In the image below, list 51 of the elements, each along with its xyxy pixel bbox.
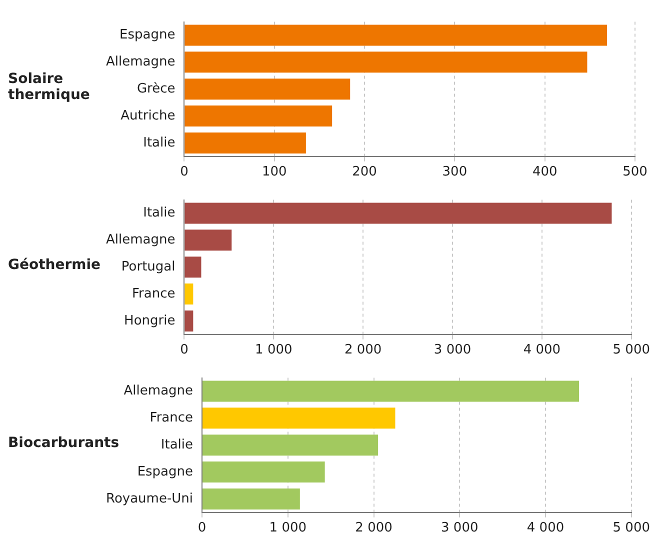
x-tick-label: 0 — [180, 164, 188, 180]
bar — [202, 408, 396, 429]
bar — [184, 256, 202, 278]
x-tick-label: 500 — [622, 164, 648, 180]
x-tick-label: 3 000 — [441, 520, 478, 536]
bar — [202, 462, 325, 483]
x-tick-label: 4 000 — [526, 520, 564, 536]
bar — [184, 52, 588, 73]
y-tick-label: Hongrie — [124, 313, 176, 328]
x-tick-label: 3 000 — [434, 342, 472, 358]
x-tick-label: 100 — [262, 164, 287, 180]
x-tick-label: 5 000 — [612, 342, 650, 358]
x-tick-label: 200 — [352, 164, 377, 180]
x-tick-label: 4 000 — [523, 342, 561, 358]
bar — [184, 284, 194, 305]
y-tick-label: Italie — [143, 206, 176, 221]
bar — [184, 132, 306, 154]
y-tick-label: France — [150, 410, 194, 426]
y-axis-title: Biocarburants — [8, 435, 120, 451]
bar — [202, 380, 580, 402]
y-tick-label: Italie — [160, 437, 194, 452]
y-axis-title: Solaire thermique — [8, 71, 91, 103]
y-tick-label: Espagne — [120, 28, 176, 43]
bar — [184, 78, 350, 100]
x-tick-label: 2 000 — [355, 520, 392, 536]
bar — [202, 488, 300, 510]
bar — [184, 202, 612, 224]
bar — [184, 24, 608, 46]
bar — [202, 434, 378, 456]
y-tick-label: France — [132, 286, 176, 302]
x-tick-label: 5 000 — [612, 520, 650, 536]
y-tick-label: Autriche — [120, 108, 176, 124]
bar — [184, 106, 332, 127]
y-tick-label: Allemagne — [106, 54, 176, 70]
x-tick-label: 1 000 — [255, 342, 292, 358]
y-axis-title: Géothermie — [8, 257, 102, 273]
y-tick-label: Allemagne — [106, 232, 176, 248]
y-tick-label: Portugal — [121, 259, 176, 274]
y-tick-label: Allemagne — [124, 384, 194, 399]
y-tick-label: Royaume-Uni — [106, 491, 194, 506]
x-tick-label: 0 — [180, 342, 188, 358]
bar — [184, 230, 232, 251]
x-tick-label: 300 — [442, 164, 468, 180]
x-tick-label: 2 000 — [344, 342, 382, 358]
y-tick-label: Espagne — [137, 464, 194, 480]
x-tick-label: 0 — [198, 520, 206, 536]
y-tick-label: Grèce — [136, 81, 176, 96]
x-tick-label: 400 — [532, 164, 558, 180]
x-tick-label: 1 000 — [269, 520, 307, 536]
bar — [184, 310, 194, 332]
y-tick-label: Italie — [143, 135, 176, 150]
